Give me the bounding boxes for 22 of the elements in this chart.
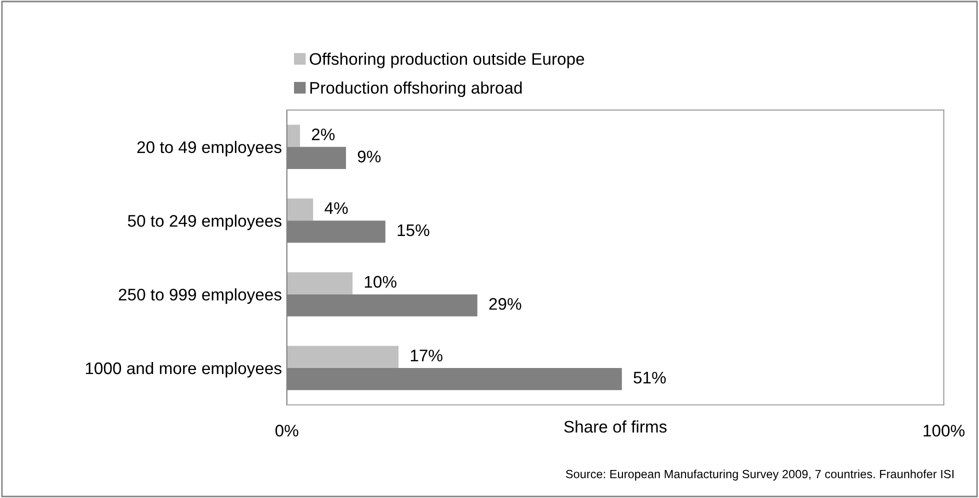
data-label: 9% (358, 150, 381, 162)
data-label: 10% (364, 276, 396, 288)
data-label: 4% (324, 202, 348, 214)
source-note: Source: European Manufacturing Survey 2009, 7 countries. Fraunhofer ISI (566, 470, 954, 481)
y-tick-label: 20 to 49 employees (137, 140, 282, 156)
data-label: 29% (489, 298, 522, 310)
x-tick-label: 0% (275, 424, 298, 437)
x-axis-title: Share of firms (564, 420, 667, 433)
legend-label: Offshoring production outside Europe (310, 52, 584, 68)
data-label: 2% (312, 128, 335, 140)
data-label: 17% (410, 350, 442, 362)
bar (286, 124, 300, 147)
y-tick-label: 50 to 249 employees (128, 214, 282, 230)
x-tick-label: 100% (924, 424, 964, 437)
y-tick-label: 250 to 999 employees (118, 288, 282, 304)
data-label: 15% (398, 224, 430, 236)
bar (286, 346, 399, 368)
bar (286, 272, 353, 294)
legend-label: Production offshoring abroad (310, 82, 522, 98)
bar (286, 198, 314, 221)
data-label: 51% (634, 372, 666, 384)
y-tick-label: 1000 and more employees (86, 362, 282, 378)
